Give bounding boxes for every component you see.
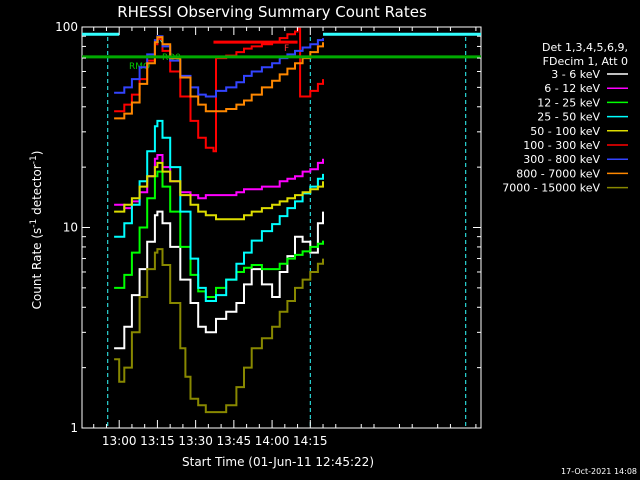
x-tick-label: 13:45 (217, 434, 252, 448)
y-axis-label: Count Rate (s-1 detector-1) (29, 151, 44, 310)
legend-label: 7000 - 15000 keV (502, 182, 600, 195)
series-line (114, 35, 324, 98)
series-line (114, 248, 324, 414)
legend-label: 100 - 300 keV (523, 139, 600, 152)
legend-label: 50 - 100 keV (530, 125, 600, 138)
series-line (114, 161, 324, 221)
legend-label: 12 - 25 keV (537, 96, 600, 109)
legend-label: 800 - 7000 keV (516, 167, 600, 180)
timestamp: 17-Oct-2021 14:08 (561, 467, 637, 476)
y-label-tail: detector (30, 164, 44, 219)
legend-label: 6 - 12 keV (544, 82, 600, 95)
series-line (114, 36, 324, 120)
flag-label-f: F (284, 44, 289, 54)
svg-text:Count Rate (s-1 detector-1): Count Rate (s-1 detector-1) (29, 151, 44, 310)
y-tick-label: 1 (70, 421, 78, 435)
y-label-end: ) (30, 151, 44, 156)
chart-title: RHESSI Observing Summary Count Rates (117, 3, 427, 21)
y-tick-label: 100 (55, 20, 78, 34)
legend-label: 300 - 800 keV (523, 153, 600, 166)
x-tick-label: 14:15 (293, 434, 328, 448)
x-tick-label: 13:15 (140, 434, 175, 448)
y-tick-label: 10 (63, 221, 78, 235)
series-line (114, 210, 324, 350)
y-label-sup2: -1 (29, 155, 39, 164)
y-label-sup: -1 (29, 219, 39, 228)
legend-header-line2: FDecim 1, Att 0 (543, 55, 628, 68)
legend-label: 3 - 6 keV (551, 68, 600, 81)
x-tick-label: 14:00 (255, 434, 290, 448)
y-label-main: Count Rate (s (30, 228, 44, 310)
x-tick-label: 13:30 (178, 434, 213, 448)
x-tick-label: 13:00 (102, 434, 137, 448)
legend-header-line1: Det 1,3,4,5,6,9, (542, 41, 628, 54)
series-line (114, 170, 324, 298)
legend-label: 25 - 50 keV (537, 111, 600, 124)
flag-label-n: N (157, 36, 164, 46)
x-axis-label: Start Time (01-Jun-11 12:45:22) (182, 455, 374, 469)
series-line (114, 119, 324, 302)
